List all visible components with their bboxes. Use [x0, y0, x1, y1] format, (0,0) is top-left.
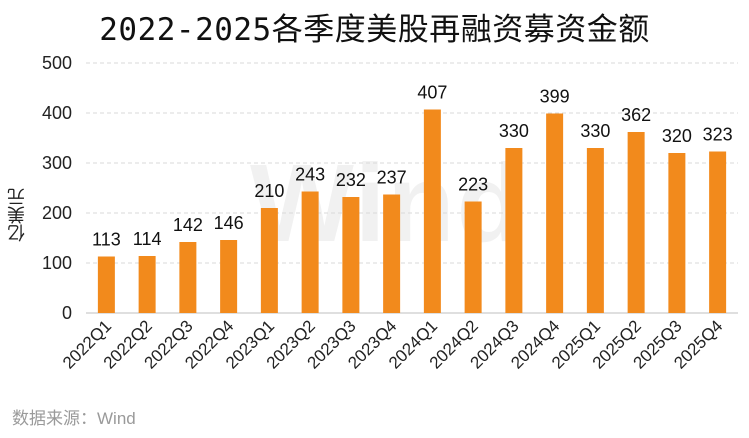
data-label: 232 [336, 170, 366, 190]
source-note: 数据来源：Wind [12, 409, 136, 428]
data-label: 113 [92, 230, 121, 250]
bar-2022Q1 [97, 256, 115, 313]
bar-2025Q1 [586, 148, 604, 313]
data-label: 210 [254, 181, 284, 201]
bar-2023Q4 [383, 194, 401, 313]
bar-2025Q2 [627, 132, 645, 313]
y-tick-label: 300 [42, 153, 72, 173]
bar-2025Q3 [668, 153, 686, 313]
bar-2023Q1 [260, 208, 278, 313]
data-label: 223 [458, 175, 488, 195]
bar-2022Q3 [179, 242, 197, 313]
bar-2024Q4 [546, 113, 564, 313]
bar-2023Q2 [301, 191, 319, 313]
bar-2022Q2 [138, 256, 156, 313]
bar-2024Q2 [464, 201, 482, 313]
data-label: 320 [662, 126, 692, 146]
chart-title: 2022-2025各季度美股再融资募资金额 [99, 12, 650, 48]
data-label: 407 [417, 83, 447, 103]
data-label: 243 [295, 165, 325, 185]
y-tick-label: 0 [62, 303, 72, 323]
bar-2022Q4 [220, 240, 238, 313]
data-label: 330 [580, 121, 610, 141]
data-label: 237 [377, 168, 407, 188]
data-label: 146 [214, 213, 244, 233]
data-label: 362 [621, 105, 651, 125]
y-tick-label: 400 [42, 103, 72, 123]
y-tick-label: 200 [42, 203, 72, 223]
bar-2023Q3 [342, 197, 360, 313]
bar-2025Q4 [709, 151, 727, 313]
data-label: 330 [499, 121, 529, 141]
data-label: 323 [703, 125, 733, 145]
bar-2024Q3 [505, 148, 523, 313]
y-tick-label: 500 [42, 53, 72, 73]
data-label: 114 [133, 229, 162, 249]
bar-2024Q1 [423, 109, 441, 313]
data-label: 399 [540, 87, 570, 107]
y-tick-label: 100 [42, 253, 72, 273]
data-label: 142 [173, 215, 203, 235]
